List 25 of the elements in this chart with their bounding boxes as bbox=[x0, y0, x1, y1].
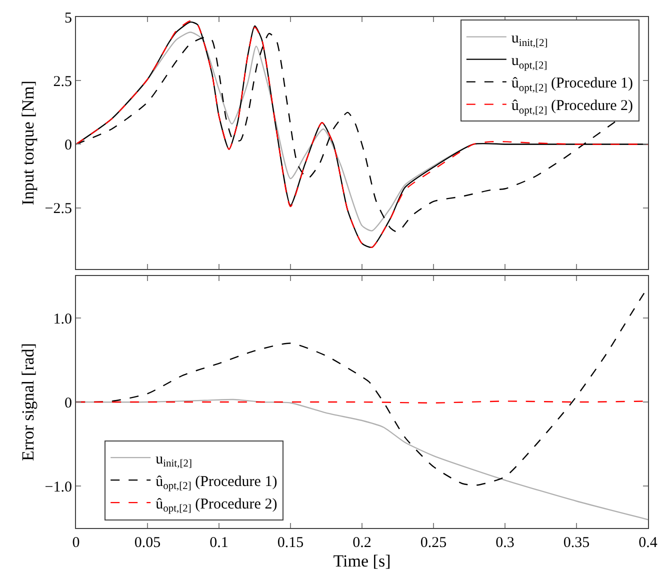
legend-label: u$_{init,[2]}$ bbox=[156, 451, 192, 470]
legend-label: û$_{opt,[2]}$ (Procedure 2) bbox=[156, 496, 278, 515]
x-tick-label: 0.2 bbox=[352, 535, 372, 551]
x-tick-label: 0.25 bbox=[420, 535, 447, 551]
y-axis-title: Input torque [Nm] bbox=[18, 80, 38, 206]
y-axis-title: Error signal [rad] bbox=[18, 343, 38, 462]
x-tick-label: 0.4 bbox=[638, 535, 658, 551]
x-tick-label: 0.05 bbox=[134, 535, 161, 551]
legend-label: û$_{opt,[2]}$ (Procedure 1) bbox=[511, 76, 634, 94]
legend-label: u$_{opt,[2]}$ bbox=[511, 53, 548, 72]
y-tick-label: −1.0 bbox=[44, 479, 72, 496]
x-axis-title: Time [s] bbox=[333, 551, 391, 570]
x-tick-label: 0.35 bbox=[563, 535, 590, 551]
x-tick-label: 0.3 bbox=[496, 535, 514, 551]
legend-label: u$_{init,[2]}$ bbox=[511, 30, 548, 49]
y-tick-label: −2.5 bbox=[44, 201, 72, 218]
y-tick-label: 1.0 bbox=[53, 311, 72, 328]
y-tick-label: 0 bbox=[64, 137, 72, 154]
x-tick-label: 0.1 bbox=[210, 535, 228, 551]
y-tick-label: 0 bbox=[64, 395, 72, 412]
y-tick-label: 5 bbox=[64, 10, 72, 26]
legend-label: û$_{opt,[2]}$ (Procedure 1) bbox=[156, 474, 278, 492]
y-tick-label: 2.5 bbox=[53, 74, 72, 90]
x-tick-label: 0.15 bbox=[277, 535, 304, 551]
legend-label: û$_{opt,[2]}$ (Procedure 2) bbox=[511, 98, 634, 116]
